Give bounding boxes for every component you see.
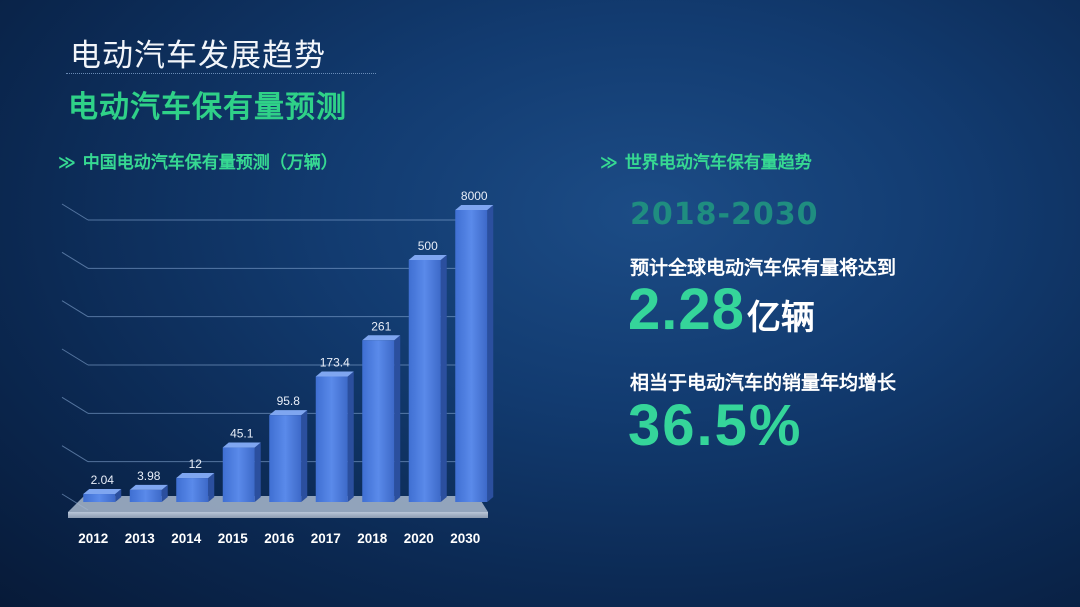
bar-front <box>315 376 348 502</box>
page-title: 电动汽车发展趋势 <box>70 38 326 74</box>
bar-2012 <box>83 489 122 502</box>
global-stock-label: 预计全球电动汽车保有量将达到 <box>630 257 897 279</box>
china-forecast-heading-text: 中国电动汽车保有量预测（万辆） <box>82 153 338 173</box>
bar-side <box>254 442 261 502</box>
bar-front <box>455 210 488 502</box>
sales-growth-label: 相当于电动汽车的销量年均增长 <box>630 372 897 394</box>
bar-2015 <box>222 442 261 502</box>
bar-side <box>301 410 308 502</box>
x-tick-label: 2020 <box>404 531 434 546</box>
x-tick-label: 2012 <box>78 531 108 546</box>
bar-front <box>408 260 441 502</box>
bar-2013 <box>129 484 168 502</box>
global-stock-unit: 亿辆 <box>746 298 815 338</box>
bar-top <box>222 442 261 448</box>
value-label: 500 <box>418 239 438 253</box>
bar-2018 <box>362 335 401 502</box>
x-tick-label: 2014 <box>171 531 202 546</box>
value-label: 2.04 <box>91 473 115 487</box>
value-label: 95.8 <box>277 394 301 408</box>
chart-bars <box>83 205 494 502</box>
value-label: 8000 <box>461 189 488 203</box>
bar-2014 <box>176 473 215 502</box>
x-tick-label: 2017 <box>311 531 341 546</box>
x-tick-label: 2016 <box>264 531 295 546</box>
bar-side <box>440 255 447 502</box>
title-divider <box>66 73 376 74</box>
bar-top <box>129 484 168 490</box>
gridline <box>61 203 478 221</box>
bar-front <box>83 494 116 502</box>
x-tick-label: 2013 <box>125 531 156 546</box>
bar-top <box>83 489 122 495</box>
value-label: 261 <box>371 319 391 333</box>
double-chevron-icon: ≫ <box>58 153 76 173</box>
floor-edge <box>68 512 488 518</box>
world-trend-heading-text: 世界电动汽车保有量趋势 <box>624 153 812 173</box>
value-label: 45.1 <box>230 427 254 441</box>
bar-top <box>408 255 447 260</box>
value-label: 173.4 <box>320 355 350 369</box>
bar-side <box>487 205 494 502</box>
china-forecast-heading: ≫ 中国电动汽车保有量预测（万辆） <box>58 148 338 173</box>
x-tick-label: 2015 <box>218 531 249 546</box>
bar-front <box>176 478 209 502</box>
x-tick-label: 2018 <box>357 531 388 546</box>
bar-top <box>269 410 308 416</box>
global-stock-value-row: 2.28亿辆 <box>628 276 815 343</box>
bar-top <box>176 473 215 479</box>
global-stock-value: 2.28 <box>628 277 745 342</box>
bar-top <box>315 371 354 377</box>
bar-front <box>269 415 302 502</box>
double-chevron-icon: ≫ <box>600 153 618 173</box>
chart-value-labels: 2.04 3.98 12 45.1 95.8 173.4 261 500 8000 <box>91 189 488 487</box>
year-range: 2018-2030 <box>630 197 819 232</box>
bar-front <box>362 340 395 502</box>
bar-side <box>115 489 122 502</box>
bar-top <box>362 335 401 341</box>
x-tick-label: 2030 <box>450 531 480 546</box>
bar-side <box>394 335 401 502</box>
bar-2016 <box>269 410 308 502</box>
bar-2020 <box>408 255 447 502</box>
bar-front <box>129 489 162 502</box>
bar-front <box>222 447 255 502</box>
world-trend-heading: ≫ 世界电动汽车保有量趋势 <box>600 148 812 173</box>
value-label: 3.98 <box>137 469 161 483</box>
bar-side <box>347 371 354 502</box>
sales-growth-value: 36.5% <box>628 393 803 458</box>
bar-top <box>455 205 494 210</box>
chart-x-tick-labels: 2012 2013 2014 2015 2016 2017 2018 2020 2030 <box>78 531 480 546</box>
value-label: 12 <box>189 457 203 471</box>
bar-side <box>208 473 215 502</box>
bar-side <box>161 484 168 502</box>
bar-2017 <box>315 371 354 502</box>
page-subtitle: 电动汽车保有量预测 <box>68 90 347 125</box>
bar-2030 <box>455 205 494 502</box>
